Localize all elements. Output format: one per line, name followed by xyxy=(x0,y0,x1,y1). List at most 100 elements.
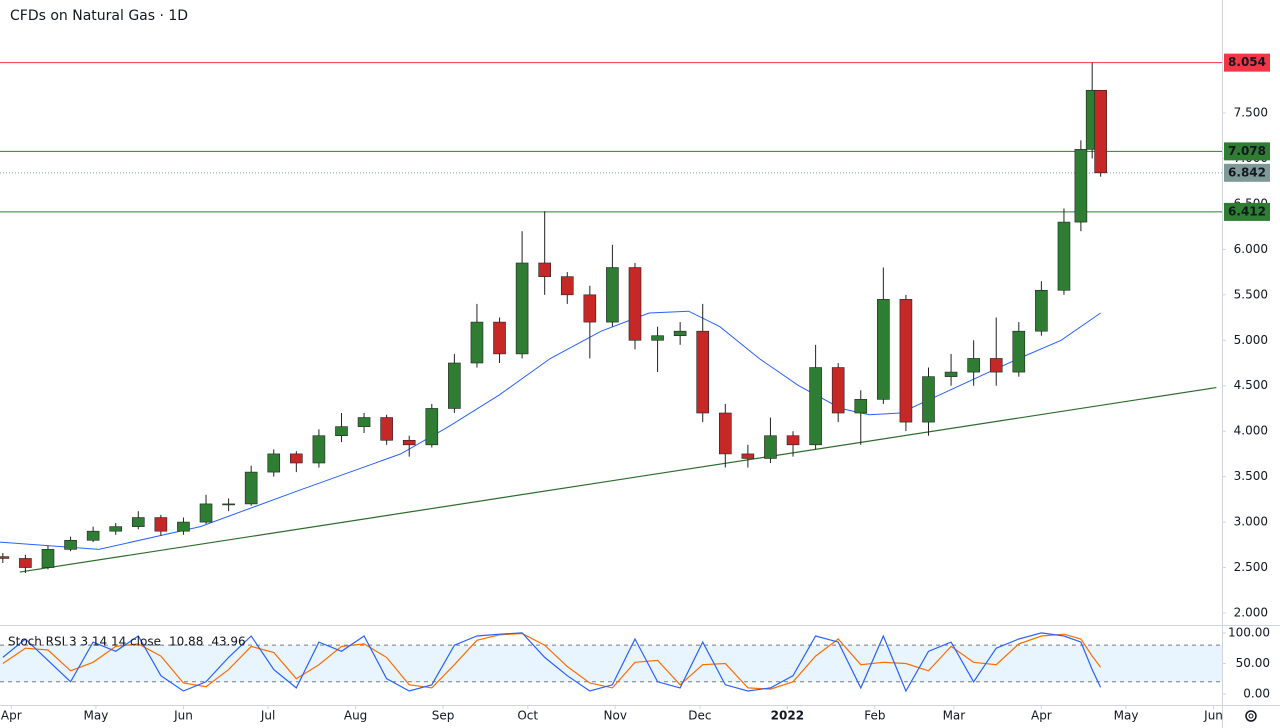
candle-body xyxy=(41,549,55,568)
gear[interactable] xyxy=(1245,710,1257,722)
candle-body xyxy=(222,503,235,506)
candle-body xyxy=(606,267,619,323)
candle-body xyxy=(696,330,710,414)
candle-body xyxy=(0,556,10,559)
x-tick-label: Jul xyxy=(260,709,275,723)
candle-body xyxy=(425,408,439,446)
x-tick-label: 2022 xyxy=(771,709,804,723)
candle-body xyxy=(515,262,529,355)
candle-body xyxy=(131,517,145,527)
stoch-tick-label: 50.00 xyxy=(1236,656,1270,670)
candle-body xyxy=(64,539,77,550)
price-tag-label: 7.078 xyxy=(1228,144,1266,158)
candle-body xyxy=(583,294,597,323)
stoch-title: Stoch RSI 3 3 14 14 close xyxy=(8,635,161,649)
x-tick-label: Nov xyxy=(604,709,627,723)
candle-body xyxy=(809,367,822,446)
candle-body xyxy=(380,417,393,441)
candle-body xyxy=(651,335,664,341)
x-tick-label: Dec xyxy=(688,709,711,723)
candle-body xyxy=(470,321,484,364)
candle-body xyxy=(831,367,845,414)
candle-body xyxy=(199,503,213,523)
candle-body xyxy=(1074,149,1088,223)
stoch-tick-label: 100.00 xyxy=(1228,625,1270,639)
x-tick-label: May xyxy=(1114,709,1139,723)
candle-body xyxy=(290,453,303,464)
candle-body xyxy=(877,299,890,400)
x-tick-label: Oct xyxy=(517,709,538,723)
candle-body xyxy=(786,435,800,446)
gear-hub[interactable] xyxy=(1248,713,1254,719)
y-tick-label: 5.000 xyxy=(1234,333,1268,347)
x-tick-label: Apr xyxy=(1031,709,1052,723)
candle-body xyxy=(357,417,371,427)
price-tag xyxy=(1224,142,1270,161)
x-tick-label: May xyxy=(84,709,109,723)
candle-body xyxy=(922,376,935,423)
x-tick-label: Aug xyxy=(344,709,367,723)
price-tag xyxy=(1224,53,1270,72)
stoch-value: 10.88 xyxy=(169,635,203,649)
candle-body xyxy=(86,530,100,541)
candle-body xyxy=(1012,330,1026,373)
y-tick-label: 3.500 xyxy=(1234,469,1268,483)
price-tag-label: 6.842 xyxy=(1228,165,1266,179)
y-tick-label: 6.000 xyxy=(1234,242,1268,256)
candle-body xyxy=(538,262,551,277)
y-tick-label: 4.000 xyxy=(1234,424,1268,438)
settings-icon[interactable] xyxy=(1245,710,1257,722)
candle-body xyxy=(718,412,732,455)
stoch-tick-label: 0.00 xyxy=(1243,687,1270,701)
candle-body xyxy=(177,521,190,532)
candle-body xyxy=(989,358,1003,373)
price-tag-label: 6.412 xyxy=(1228,204,1266,218)
candle-body xyxy=(1035,289,1048,332)
candle-body xyxy=(854,399,868,414)
candle-body xyxy=(493,321,506,355)
stoch-d xyxy=(2,632,1102,690)
candle-body xyxy=(448,362,461,409)
y-tick-label: 2.000 xyxy=(1234,606,1268,620)
y-tick-label: 3.000 xyxy=(1234,515,1268,529)
candle-body xyxy=(944,371,958,377)
chart-title: CFDs on Natural Gas · 1D xyxy=(10,8,188,24)
price-tag xyxy=(1224,202,1270,221)
stoch-band-fill xyxy=(0,645,1222,682)
candle-body xyxy=(673,330,687,337)
price-tag xyxy=(1224,163,1270,182)
candle-body xyxy=(402,439,416,446)
stoch-value: 43.96 xyxy=(211,635,245,649)
candle-body xyxy=(312,435,326,464)
x-tick-label: Mar xyxy=(943,709,966,723)
y-tick-label: 4.500 xyxy=(1234,378,1268,392)
x-tick-label: Feb xyxy=(864,709,885,723)
candle-body xyxy=(741,453,755,459)
candle-body xyxy=(267,453,281,473)
candle-body xyxy=(764,435,777,459)
candle-body xyxy=(560,276,574,296)
trendline xyxy=(19,386,1217,573)
price-tag-label: 8.054 xyxy=(1228,55,1266,69)
x-tick-label: Jun xyxy=(173,709,193,723)
candle-body xyxy=(1094,89,1107,174)
candle-body xyxy=(154,517,168,532)
candle-body xyxy=(244,471,258,505)
x-tick-label: Sep xyxy=(432,709,455,723)
candle-body xyxy=(628,267,642,341)
moving-average xyxy=(0,310,1101,550)
candle-body xyxy=(899,299,913,423)
y-tick-label: 2.500 xyxy=(1234,560,1268,574)
candle-body xyxy=(109,526,123,532)
candle-body xyxy=(1057,221,1071,291)
candle-body xyxy=(19,558,32,568)
candle-body xyxy=(967,358,980,373)
x-tick-label: Jun xyxy=(1203,709,1223,723)
candle-body xyxy=(335,426,348,437)
x-tick-label: Apr xyxy=(1,709,22,723)
y-tick-label: 7.500 xyxy=(1234,106,1268,120)
stoch-k xyxy=(2,632,1102,693)
y-tick-label: 5.500 xyxy=(1234,287,1268,301)
